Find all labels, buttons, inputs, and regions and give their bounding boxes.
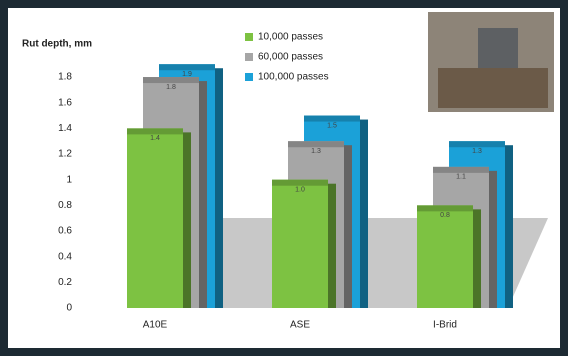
data-label: 1.3	[472, 148, 482, 155]
bar-side	[360, 119, 368, 308]
bar-side	[344, 145, 352, 308]
bar-top	[159, 64, 215, 71]
legend-swatch	[245, 73, 253, 81]
data-label: 1.1	[456, 174, 466, 181]
y-tick-label: 0.8	[58, 200, 72, 211]
bar-top	[272, 179, 328, 186]
bar-side	[199, 81, 207, 308]
data-label: 1.3	[311, 148, 321, 155]
bar-top	[449, 141, 505, 148]
data-label: 1.8	[166, 84, 176, 91]
bar-top	[288, 141, 344, 148]
y-tick-label: 1.2	[58, 149, 72, 160]
bar-side	[505, 145, 513, 308]
legend-swatch	[245, 53, 253, 61]
legend-label: 100,000 passes	[258, 72, 329, 83]
legend-swatch	[245, 33, 253, 41]
x-tick-label: ASE	[290, 320, 310, 331]
bar-top	[127, 128, 183, 135]
x-tick-label: I-Brid	[433, 320, 457, 331]
bar-side	[473, 209, 481, 308]
chart: Rut depth, mm 0 0.2 0.4 0.6 0.8 1 1.2 1.4 1.6 1.8…	[8, 8, 560, 348]
y-tick-label: 0	[66, 303, 72, 314]
data-label: 1.0	[295, 187, 305, 194]
bar	[127, 128, 183, 308]
bar-side	[489, 170, 497, 308]
y-tick-label: 0.6	[58, 226, 72, 237]
y-tick-label: 1	[66, 174, 72, 185]
bar-side	[183, 132, 191, 308]
data-label: 0.8	[440, 212, 450, 219]
bar-top	[304, 115, 360, 122]
x-tick-label: A10E	[143, 320, 168, 331]
y-axis-label: Rut depth, mm	[22, 39, 92, 50]
y-tick-label: 1.6	[58, 97, 72, 108]
data-label: 1.9	[182, 71, 192, 78]
bar-top	[433, 166, 489, 173]
y-tick-label: 1.8	[58, 72, 72, 83]
y-tick-label: 0.2	[58, 277, 72, 288]
bar-top	[417, 205, 473, 212]
data-label: 1.5	[327, 122, 337, 129]
bar	[272, 179, 328, 308]
bar	[417, 205, 473, 308]
legend-label: 10,000 passes	[258, 32, 323, 43]
bar-side	[328, 183, 336, 308]
y-tick-label: 0.4	[58, 251, 72, 262]
legend-label: 60,000 passes	[258, 52, 323, 63]
photo	[428, 12, 554, 112]
data-label: 1.4	[150, 135, 160, 142]
bar-side	[215, 68, 223, 308]
bar-top	[143, 77, 199, 84]
y-tick-label: 1.4	[58, 123, 72, 134]
